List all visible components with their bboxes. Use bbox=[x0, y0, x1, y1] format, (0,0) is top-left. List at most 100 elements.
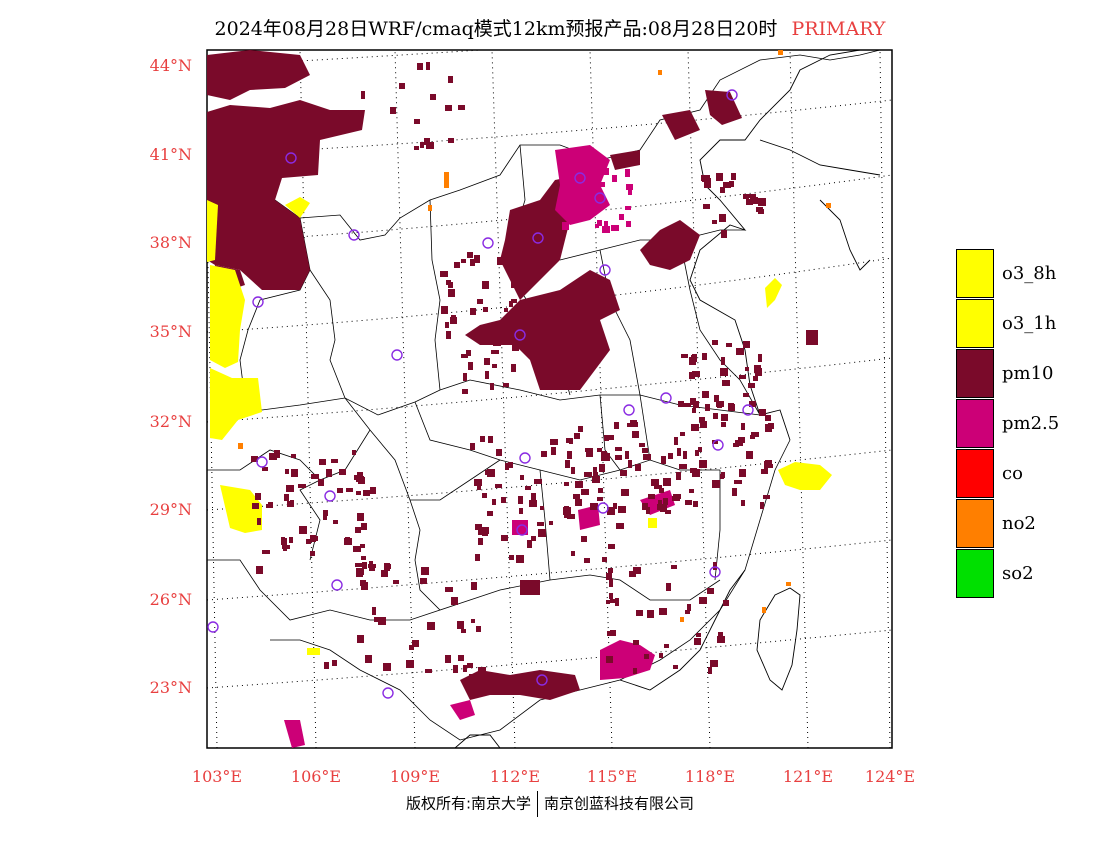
pixel-block bbox=[743, 341, 750, 348]
pixel-block bbox=[663, 478, 671, 486]
pixel-block bbox=[743, 194, 749, 199]
pixel-block bbox=[719, 214, 726, 222]
pixel-block bbox=[353, 546, 361, 552]
pixel-block bbox=[477, 482, 481, 490]
pixel-block bbox=[602, 557, 607, 562]
pixel-block bbox=[648, 494, 655, 499]
pixel-block bbox=[361, 523, 367, 530]
pixel-block bbox=[702, 391, 709, 398]
pixel-block bbox=[356, 491, 361, 495]
pixel-block bbox=[642, 448, 648, 453]
pixel-block bbox=[426, 142, 434, 149]
pixel-block bbox=[420, 142, 424, 148]
pixel-block bbox=[549, 521, 553, 525]
pixel-block bbox=[685, 500, 692, 505]
pixel-block bbox=[702, 175, 710, 182]
pixel-block bbox=[426, 62, 430, 70]
pixel-block bbox=[565, 150, 570, 157]
pixel-block bbox=[487, 511, 493, 516]
pixel-block bbox=[508, 462, 513, 468]
pixel-block bbox=[581, 489, 589, 495]
pixel-block bbox=[458, 655, 464, 661]
lon-label-112: 112°E bbox=[489, 767, 541, 786]
pixel-block bbox=[644, 654, 649, 659]
pixel-block bbox=[414, 146, 419, 150]
pixel-block bbox=[461, 629, 466, 633]
pixel-block bbox=[326, 469, 332, 477]
pixel-block bbox=[369, 566, 375, 571]
pixel-block bbox=[716, 401, 724, 407]
pixel-block bbox=[503, 383, 509, 387]
pixel-block bbox=[430, 94, 436, 100]
pixel-block bbox=[360, 544, 365, 548]
pixel-block bbox=[666, 583, 671, 591]
pixel-block bbox=[632, 431, 639, 438]
pixel-block bbox=[453, 665, 458, 673]
pixel-block bbox=[332, 660, 337, 666]
pixel-block bbox=[471, 619, 475, 623]
footer-separator bbox=[537, 791, 539, 817]
pixel-block bbox=[485, 332, 489, 338]
pixel-block bbox=[491, 350, 499, 354]
pixel-block bbox=[712, 340, 718, 345]
lat-label-44: 44°N bbox=[149, 56, 192, 75]
lat-grid-lines bbox=[207, 50, 892, 689]
pixel-block bbox=[478, 667, 486, 675]
pixel-block bbox=[470, 443, 475, 450]
pixel-block bbox=[518, 496, 523, 504]
pixel-block bbox=[597, 448, 602, 452]
pixel-block bbox=[463, 373, 467, 381]
pixel-block bbox=[574, 433, 580, 439]
pixel-block bbox=[699, 597, 707, 604]
pixel-block bbox=[531, 493, 536, 500]
pixel-block bbox=[673, 494, 681, 499]
pixel-block bbox=[708, 667, 712, 674]
pixel-block bbox=[445, 587, 453, 592]
pixel-block bbox=[660, 504, 667, 512]
pixel-block bbox=[516, 555, 524, 563]
pixel-block bbox=[458, 105, 465, 110]
pixel-block bbox=[466, 350, 471, 356]
pixel-block bbox=[607, 507, 615, 515]
taiwan-outline bbox=[756, 587, 801, 691]
pixel-block bbox=[571, 467, 575, 474]
pixel-block bbox=[751, 432, 759, 437]
pixel-block bbox=[501, 535, 508, 541]
pixel-block bbox=[289, 537, 293, 543]
lat-label-26: 26°N bbox=[149, 590, 192, 609]
pixel-block bbox=[602, 453, 610, 461]
pixel-block bbox=[507, 257, 513, 261]
pixel-block bbox=[741, 423, 745, 430]
pixel-block bbox=[477, 299, 483, 304]
pixel-block bbox=[525, 486, 531, 490]
pixel-block bbox=[690, 398, 696, 405]
pixel-block bbox=[739, 375, 746, 379]
pixel-block bbox=[393, 580, 399, 584]
pixel-block bbox=[633, 668, 637, 674]
pixel-block bbox=[618, 506, 626, 513]
pixel-block bbox=[269, 453, 277, 460]
pixel-block bbox=[735, 440, 743, 446]
pixel-block bbox=[463, 665, 467, 672]
pixel-block bbox=[745, 367, 749, 371]
pixel-block bbox=[691, 424, 699, 431]
pixel-block bbox=[721, 472, 725, 478]
pixel-block bbox=[710, 660, 718, 667]
pixel-block bbox=[262, 467, 268, 471]
pixel-block bbox=[550, 439, 558, 445]
pixel-block bbox=[409, 645, 414, 650]
pixel-block bbox=[324, 662, 329, 669]
pixel-block bbox=[471, 582, 477, 590]
pixel-block bbox=[598, 182, 605, 187]
pixel-block bbox=[625, 451, 629, 459]
pixel-block bbox=[345, 537, 350, 544]
pixel-block bbox=[482, 528, 488, 536]
pixel-block bbox=[606, 656, 613, 663]
o3-areas bbox=[207, 197, 832, 655]
pixel-block bbox=[331, 459, 338, 463]
pixel-block bbox=[729, 404, 735, 411]
pixel-block bbox=[476, 626, 481, 632]
pixel-block bbox=[567, 514, 575, 519]
pixel-block bbox=[256, 566, 263, 574]
pixel-block bbox=[414, 119, 420, 124]
